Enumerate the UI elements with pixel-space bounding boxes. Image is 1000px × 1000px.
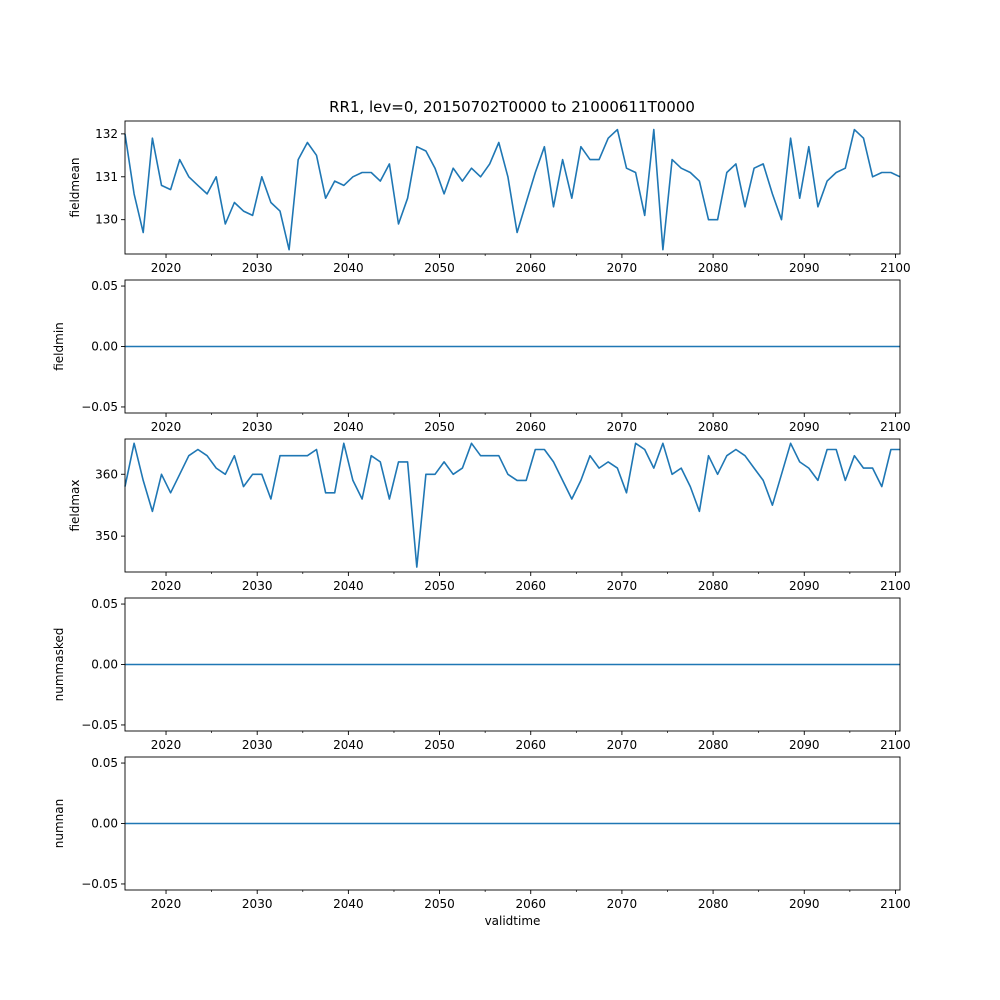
x-tick-label: 2090 — [789, 579, 820, 593]
x-tick-label: 2050 — [424, 897, 455, 911]
x-tick-label: 2080 — [698, 738, 729, 752]
subplot-fieldmean: 2020 2030 2040 2050 2060 2070 2080 2090 2100 130 1… — [68, 120, 911, 275]
x-tick-label: 2050 — [424, 579, 455, 593]
x-tick-label: 2080 — [698, 579, 729, 593]
x-tick-label: 2100 — [880, 420, 911, 434]
x-tick-label: 2080 — [698, 420, 729, 434]
x-tick-label: 2100 — [880, 579, 911, 593]
y-axis-label-numnan: numnan — [52, 799, 66, 848]
y-axis-label-fieldmin: fieldmin — [52, 322, 66, 371]
y-axis-label-fieldmean: fieldmean — [68, 158, 82, 218]
y-tick-label: 0.00 — [91, 658, 118, 672]
x-tick-label: 2040 — [333, 261, 364, 275]
x-tick-label: 2070 — [607, 579, 638, 593]
x-tick-label: 2100 — [880, 261, 911, 275]
x-tick-label: 2060 — [515, 738, 546, 752]
x-tick-label: 2030 — [242, 579, 273, 593]
x-tick-label: 2030 — [242, 897, 273, 911]
y-tick-label: 0.00 — [91, 817, 118, 831]
y-tick-label: 350 — [95, 529, 118, 543]
y-tick-label: 0.00 — [91, 340, 118, 354]
x-tick-label: 2060 — [515, 897, 546, 911]
x-tick-label: 2060 — [515, 420, 546, 434]
x-tick-label: 2040 — [333, 897, 364, 911]
subplot-fieldmax: 2020 2030 2040 2050 2060 2070 2080 2090 2100 350 3… — [68, 438, 911, 593]
x-tick-label: 2020 — [151, 420, 182, 434]
x-tick-label: 2020 — [151, 579, 182, 593]
subplot-numnan: 2020 2030 2040 2050 2060 2070 2080 2090 2100 −0.0… — [52, 756, 911, 928]
x-tick-label: 2060 — [515, 261, 546, 275]
x-tick-label: 2100 — [880, 738, 911, 752]
series-line-fieldmean — [124, 128, 901, 251]
figure-title: RR1, lev=0, 20150702T0000 to 21000611T00… — [329, 98, 695, 116]
y-axis-label-nummasked: nummasked — [52, 628, 66, 702]
y-axis-label-fieldmax: fieldmax — [68, 479, 82, 531]
x-tick-label: 2030 — [242, 420, 273, 434]
x-tick-label: 2050 — [424, 420, 455, 434]
axes-frame-fieldmax — [124, 438, 901, 573]
y-tick-label: −0.05 — [81, 877, 118, 891]
y-tick-label: 131 — [95, 170, 118, 184]
y-tick-label: −0.05 — [81, 400, 118, 414]
x-tick-label: 2050 — [424, 738, 455, 752]
x-tick-label: 2080 — [698, 897, 729, 911]
x-tick-label: 2070 — [607, 420, 638, 434]
y-tick-label: 0.05 — [91, 279, 118, 293]
y-tick-label: 0.05 — [91, 597, 118, 611]
x-tick-label: 2090 — [789, 897, 820, 911]
x-axis-label: validtime — [485, 914, 541, 928]
x-tick-label: 2070 — [607, 897, 638, 911]
x-tick-label: 2080 — [698, 261, 729, 275]
x-tick-label: 2030 — [242, 261, 273, 275]
x-tick-label: 2020 — [151, 897, 182, 911]
axes-frame-fieldmean — [124, 120, 901, 255]
x-tick-label: 2050 — [424, 261, 455, 275]
x-tick-label: 2090 — [789, 420, 820, 434]
x-tick-label: 2090 — [789, 261, 820, 275]
y-tick-label: 0.05 — [91, 756, 118, 770]
x-tick-label: 2100 — [880, 897, 911, 911]
x-tick-label: 2040 — [333, 420, 364, 434]
x-tick-label: 2070 — [607, 738, 638, 752]
subplot-fieldmin: 2020 2030 2040 2050 2060 2070 2080 2090 2100 −0.0… — [52, 279, 911, 434]
x-tick-label: 2020 — [151, 738, 182, 752]
x-tick-label: 2040 — [333, 738, 364, 752]
x-tick-label: 2040 — [333, 579, 364, 593]
subplots: 2020 2030 2040 2050 2060 2070 2080 2090 2100 130 1… — [52, 120, 911, 928]
y-tick-label: 130 — [95, 213, 118, 227]
x-tick-label: 2030 — [242, 738, 273, 752]
x-tick-label: 2070 — [607, 261, 638, 275]
subplot-nummasked: 2020 2030 2040 2050 2060 2070 2080 2090 2100 −0.0… — [52, 597, 911, 752]
y-tick-label: 132 — [95, 127, 118, 141]
x-tick-label: 2020 — [151, 261, 182, 275]
y-tick-label: 360 — [95, 467, 118, 481]
series-line-fieldmax — [124, 442, 900, 568]
x-tick-label: 2090 — [789, 738, 820, 752]
x-tick-label: 2060 — [515, 579, 546, 593]
y-tick-label: −0.05 — [81, 718, 118, 732]
